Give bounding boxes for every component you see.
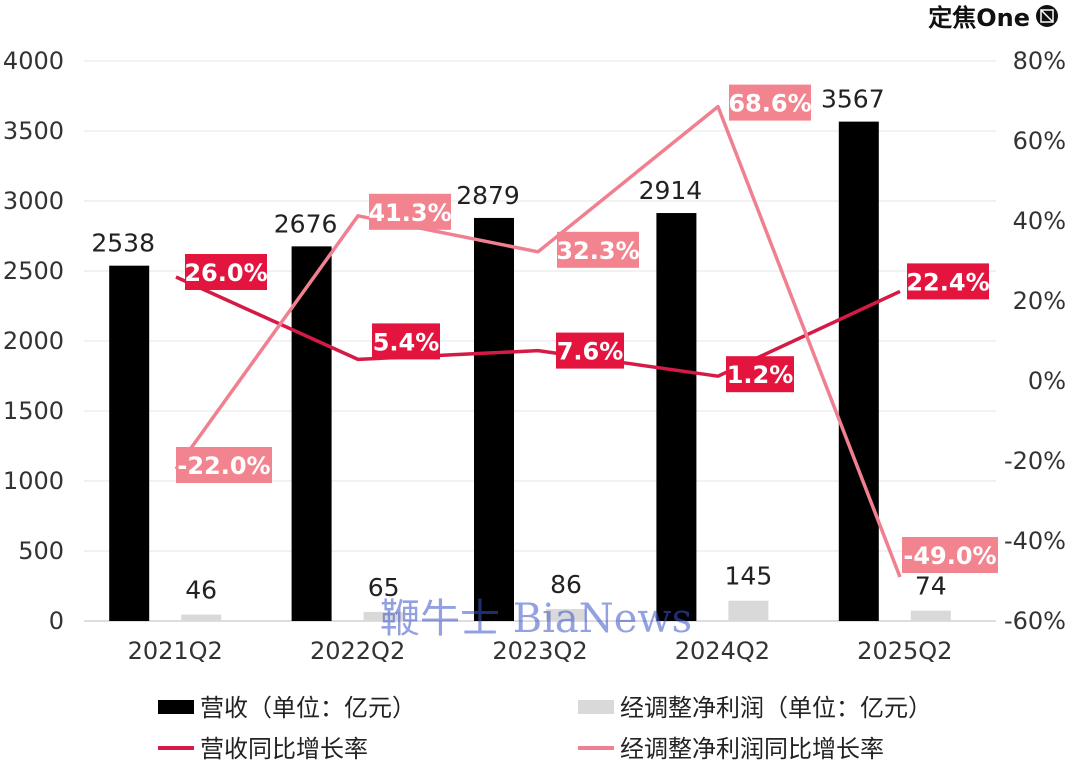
- right-axis: -60% -40% -20% 0% 20% 40% 60% 80%: [1004, 47, 1066, 635]
- right-tick-label: 80%: [1013, 47, 1066, 75]
- revenue-bar: [291, 246, 332, 622]
- left-tick-label: 3000: [3, 187, 64, 215]
- legend-label: 经调整净利润同比增长率: [620, 735, 884, 763]
- revenue-bar-label: 3567: [821, 85, 885, 114]
- legend-label: 经调整净利润（单位：亿元）: [620, 694, 932, 722]
- profit-bar: [546, 608, 586, 621]
- revenue-growth-label-box: [185, 254, 267, 290]
- left-tick-label: 1500: [3, 397, 64, 425]
- profit-growth-line: [174, 104, 902, 578]
- profit-bar: [181, 614, 222, 621]
- revenue-growth-label: 7.6%: [557, 338, 624, 366]
- legend: 营收（单位：亿元） 经调整净利润（单位：亿元） 营收同比增长率 经调整净利润同比增长率: [158, 694, 932, 763]
- profit-bar-label: 65: [368, 573, 400, 602]
- x-axis: 2021Q2 2022Q2 2023Q2 2024Q2 2025Q2: [128, 637, 953, 665]
- right-tick-label: 20%: [1013, 287, 1066, 315]
- revenue-growth-label-box: [726, 356, 794, 393]
- revenue-growth-line: [175, 275, 901, 378]
- left-axis: 0 500 1000 1500 2000 2500 3000 3500 4000: [3, 47, 64, 635]
- right-tick-label: -60%: [1004, 607, 1066, 635]
- right-tick-label: -40%: [1004, 527, 1066, 555]
- revenue-growth-label: 1.2%: [727, 361, 794, 389]
- dingjiao-logo-icon: [1036, 5, 1058, 27]
- profit-growth-label: 41.3%: [368, 199, 451, 227]
- profit-bar: [728, 600, 769, 621]
- right-tick-label: 60%: [1013, 127, 1066, 155]
- left-tick-label: 0: [49, 607, 64, 635]
- line-series: 26.0% 5.4% 7.6% 1.2% 22.4% -22.0% 41.3% 32.3% 68…: [174, 84, 998, 578]
- right-tick-label: 40%: [1013, 207, 1066, 235]
- legend-swatch: [158, 700, 194, 714]
- x-tick-label: 2021Q2: [128, 637, 223, 665]
- x-tick-label: 2025Q2: [857, 637, 952, 665]
- revenue-bar-label: 2879: [456, 181, 520, 210]
- profit-bar-label: 46: [185, 576, 217, 605]
- profit-bar: [910, 610, 951, 621]
- left-tick-label: 4000: [3, 47, 64, 75]
- profit-bar-label: 74: [915, 572, 947, 601]
- profit-growth-label: -22.0%: [177, 452, 270, 480]
- brand-name: 定焦One: [928, 4, 1030, 32]
- profit-growth-label-box: [176, 447, 272, 483]
- revenue-bar-label: 2914: [639, 176, 703, 205]
- legend-swatch: [578, 700, 614, 714]
- x-tick-label: 2023Q2: [492, 637, 587, 665]
- revenue-bar: [838, 121, 879, 622]
- left-tick-label: 500: [18, 537, 64, 565]
- right-tick-label: -20%: [1004, 447, 1066, 475]
- profit-bar-label: 145: [725, 562, 773, 591]
- profit-growth-label: -49.0%: [903, 542, 996, 570]
- revenue-growth-label: 26.0%: [184, 259, 267, 287]
- revenue-bar-label: 2538: [91, 229, 155, 258]
- revenue-growth-label-box: [907, 263, 989, 300]
- profit-growth-label-box: [902, 537, 998, 573]
- legend-label: 营收同比增长率: [200, 735, 368, 763]
- revenue-growth-label: 22.4%: [906, 268, 989, 296]
- revenue-growth-label-box: [556, 332, 624, 369]
- profit-growth-label-box: [369, 193, 451, 230]
- left-tick-label: 2500: [3, 257, 64, 285]
- revenue-growth-label-box: [372, 323, 440, 360]
- left-tick-label: 3500: [3, 117, 64, 145]
- watermark: 鞭牛士 BiaNews: [380, 596, 692, 642]
- right-tick-label: 0%: [1028, 367, 1066, 395]
- legend-label: 营收（单位：亿元）: [200, 694, 416, 722]
- left-tick-label: 2000: [3, 327, 64, 355]
- profit-growth-label-box: [557, 231, 639, 268]
- profit-growth-label: 68.6%: [728, 90, 811, 118]
- bar-series: 2538 2676 2879 2914 3567 46 65 86 145 74: [91, 85, 951, 622]
- revenue-bar: [656, 213, 697, 622]
- revenue-bar: [109, 265, 150, 621]
- left-tick-label: 1000: [3, 467, 64, 495]
- profit-bar: [363, 611, 404, 621]
- x-tick-label: 2024Q2: [675, 637, 770, 665]
- x-tick-label: 2022Q2: [310, 637, 405, 665]
- revenue-growth-label: 5.4%: [373, 328, 440, 356]
- profit-growth-label-box: [729, 84, 811, 121]
- profit-growth-label: 32.3%: [556, 237, 639, 265]
- revenue-bar: [474, 217, 514, 621]
- profit-bar-label: 86: [550, 570, 582, 599]
- revenue-bar-label: 2676: [274, 209, 338, 238]
